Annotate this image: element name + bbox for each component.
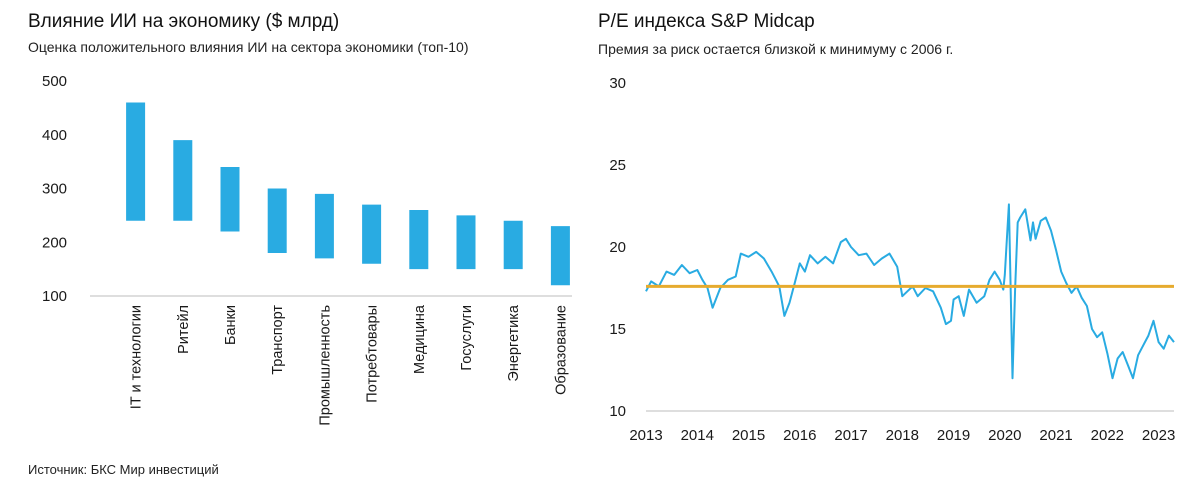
x-tick-label: 2023 [1142, 427, 1175, 444]
y-tick-label: 200 [42, 234, 67, 251]
y-tick-label: 20 [609, 239, 626, 256]
x-tick-label: 2018 [886, 427, 919, 444]
category-label: Промышленность [317, 305, 333, 426]
x-tick-label: 2019 [937, 427, 970, 444]
y-tick-label: 100 [42, 288, 67, 305]
chart-title: Влияние ИИ на экономику ($ млрд) [28, 11, 340, 32]
range-bar [314, 193, 334, 259]
x-tick-label: 2022 [1091, 427, 1124, 444]
range-bar [267, 188, 287, 253]
x-tick-label: 2013 [629, 427, 662, 444]
category-label: Банки [223, 305, 239, 345]
x-tick-label: 2016 [783, 427, 816, 444]
chart-subtitle: Премия за риск остается близкой к миниму… [598, 41, 954, 57]
pe-ratio-chart: P/E индекса S&P Midcap Премия за риск ос… [590, 0, 1200, 492]
range-bar [173, 140, 193, 221]
x-tick-label: 2014 [681, 427, 714, 444]
y-tick-label: 400 [42, 127, 67, 144]
category-label: Ритейл [176, 305, 192, 354]
sector-impact-chart: Влияние ИИ на экономику ($ млрд) Оценка … [0, 0, 590, 492]
category-label: Госуслуги [459, 305, 475, 371]
chart-subtitle: Оценка положительного влияния ИИ на сект… [28, 39, 469, 55]
pe-series-line [645, 203, 1175, 380]
category-label: IT и технологии [129, 305, 145, 409]
range-bar [409, 210, 429, 270]
category-label: Образование [553, 305, 569, 395]
y-tick-label: 500 [42, 73, 67, 90]
source-note: Источник: БКС Мир инвестиций [28, 462, 219, 477]
x-tick-label: 2021 [1039, 427, 1072, 444]
x-tick-label: 2017 [834, 427, 867, 444]
x-tick-label: 2020 [988, 427, 1021, 444]
category-label: Энергетика [506, 304, 522, 382]
y-tick-label: 25 [609, 157, 626, 174]
x-tick-label: 2015 [732, 427, 765, 444]
y-tick-label: 10 [609, 403, 626, 420]
category-label: Транспорт [270, 305, 286, 375]
range-bar [220, 167, 240, 232]
y-tick-label: 15 [609, 321, 626, 338]
range-bar [550, 226, 570, 286]
range-bar [503, 220, 523, 270]
range-bar [456, 215, 476, 270]
category-label: Медицина [412, 304, 428, 374]
y-tick-label: 300 [42, 181, 67, 198]
range-bar [126, 102, 146, 221]
y-tick-label: 30 [609, 75, 626, 92]
chart-title: P/E индекса S&P Midcap [598, 11, 815, 32]
category-label: Потребтовары [365, 305, 381, 403]
range-bar [362, 204, 382, 264]
bar-chart-plot: 500 400 300 200 100 IT и технологии Ритейл Банк… [42, 73, 572, 426]
